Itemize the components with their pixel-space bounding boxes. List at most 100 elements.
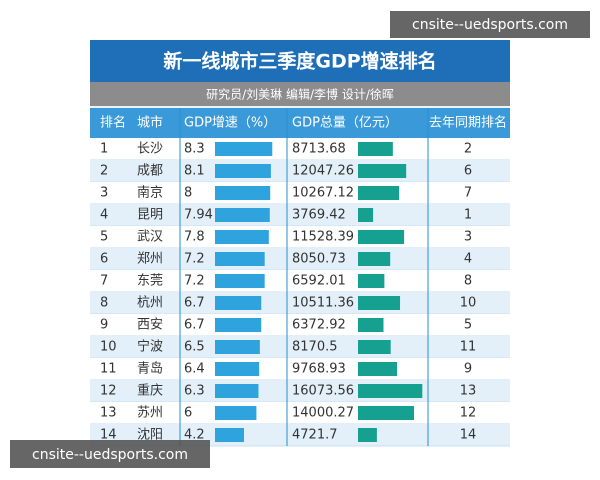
row-bg	[90, 358, 510, 380]
cell: 7	[100, 274, 108, 289]
cell: 7.2	[184, 274, 205, 289]
column-header: GDP总量（亿元）	[292, 116, 398, 131]
cell: 6592.01	[292, 274, 346, 289]
total-bar	[358, 296, 401, 310]
total-bar	[358, 362, 398, 376]
growth-bar	[215, 384, 259, 398]
growth-bar	[215, 406, 257, 420]
cell: 4721.7	[292, 428, 338, 443]
rows: 排名 城市 GDP增速（%） GDP总量（亿元） 去年同期排名 1 长沙 8.3 8713.68…	[90, 108, 510, 447]
cell: 7.94	[184, 208, 213, 223]
total-bar	[358, 230, 405, 244]
growth-bar	[215, 274, 265, 288]
cell: 郑州	[137, 252, 163, 267]
cell: 7.8	[184, 230, 205, 245]
row-bg	[90, 226, 510, 248]
title-bar	[90, 40, 510, 82]
row-bg	[90, 270, 510, 292]
cell: 11	[460, 340, 477, 355]
watermark: cnsite--uedsports.com	[412, 17, 568, 33]
growth-bar	[215, 142, 273, 156]
cell: 5	[464, 318, 472, 333]
cell: 6.7	[184, 318, 205, 333]
cell: 12	[100, 384, 117, 399]
cell: 13	[100, 406, 117, 421]
cell: 4	[464, 252, 472, 267]
growth-bar	[215, 186, 271, 200]
growth-bar	[215, 428, 244, 442]
cell: 9768.93	[292, 362, 346, 377]
growth-bar	[215, 208, 270, 222]
growth-bar	[215, 362, 260, 376]
cell: 12047.26	[292, 164, 354, 179]
total-bar	[358, 208, 374, 222]
cell: 10	[460, 296, 477, 311]
cell: 8	[184, 186, 192, 201]
cell: 14000.27	[292, 406, 354, 421]
cell: 3	[464, 230, 472, 245]
column-header: 城市	[137, 115, 163, 131]
cell: 青岛	[137, 361, 163, 377]
cell: 13	[460, 384, 477, 399]
row-bg	[90, 204, 510, 226]
watermark-box	[390, 11, 590, 38]
cell: 2	[464, 142, 472, 157]
total-bar	[358, 340, 391, 354]
total-bar	[358, 406, 415, 420]
cell: 6.3	[184, 384, 205, 399]
cell: 长沙	[137, 142, 163, 157]
cell: 6.4	[184, 362, 205, 377]
cell: 16073.56	[292, 384, 354, 399]
cell: 11	[100, 362, 117, 377]
cell: 10511.36	[292, 296, 354, 311]
cell: 8	[100, 296, 108, 311]
growth-bar	[215, 164, 271, 178]
cell: 7	[464, 186, 472, 201]
cell: 10	[100, 340, 117, 355]
column-header: 排名	[100, 115, 126, 131]
cell: 6	[100, 252, 108, 267]
column-header: 去年同期排名	[429, 115, 507, 131]
cell: 8713.68	[292, 142, 346, 157]
cell: 成都	[137, 164, 163, 179]
total-bar	[358, 384, 423, 398]
row-bg	[90, 336, 510, 358]
cell: 6	[464, 164, 472, 179]
cell: 8.3	[184, 142, 205, 157]
cell: 12	[460, 406, 477, 421]
credits-bar	[90, 82, 510, 106]
cell: 苏州	[137, 405, 163, 421]
cell: 9	[464, 362, 472, 377]
cell: 3	[100, 186, 108, 201]
total-bar	[358, 428, 377, 442]
cell: 4	[100, 208, 108, 223]
cell: 9	[100, 318, 108, 333]
cell: 5	[100, 230, 108, 245]
cell: 6372.92	[292, 318, 346, 333]
cell: 东莞	[137, 274, 163, 289]
total-bar	[358, 252, 391, 266]
cell: 8050.73	[292, 252, 346, 267]
cell: 南京	[137, 185, 163, 201]
cell: 西安	[137, 318, 163, 333]
cell: 6	[184, 406, 192, 421]
row-bg	[90, 248, 510, 270]
cell: 昆明	[137, 208, 163, 223]
cell: 1	[100, 142, 108, 157]
cell: 6.7	[184, 296, 205, 311]
row-bg	[90, 292, 510, 314]
row-bg	[90, 182, 510, 204]
growth-bar	[215, 252, 265, 266]
credits: 研究员/刘美琳 编辑/李博 设计/徐晖	[206, 87, 394, 102]
cell: 2	[100, 164, 108, 179]
total-bar	[358, 164, 407, 178]
cell: 8170.5	[292, 340, 338, 355]
cell: 10267.12	[292, 186, 354, 201]
cell: 8.1	[184, 164, 205, 179]
cell: 3769.42	[292, 208, 346, 223]
column-header: GDP增速（%）	[184, 116, 276, 131]
total-bar	[358, 186, 400, 200]
total-bar	[358, 142, 393, 156]
cell: 重庆	[137, 383, 163, 399]
